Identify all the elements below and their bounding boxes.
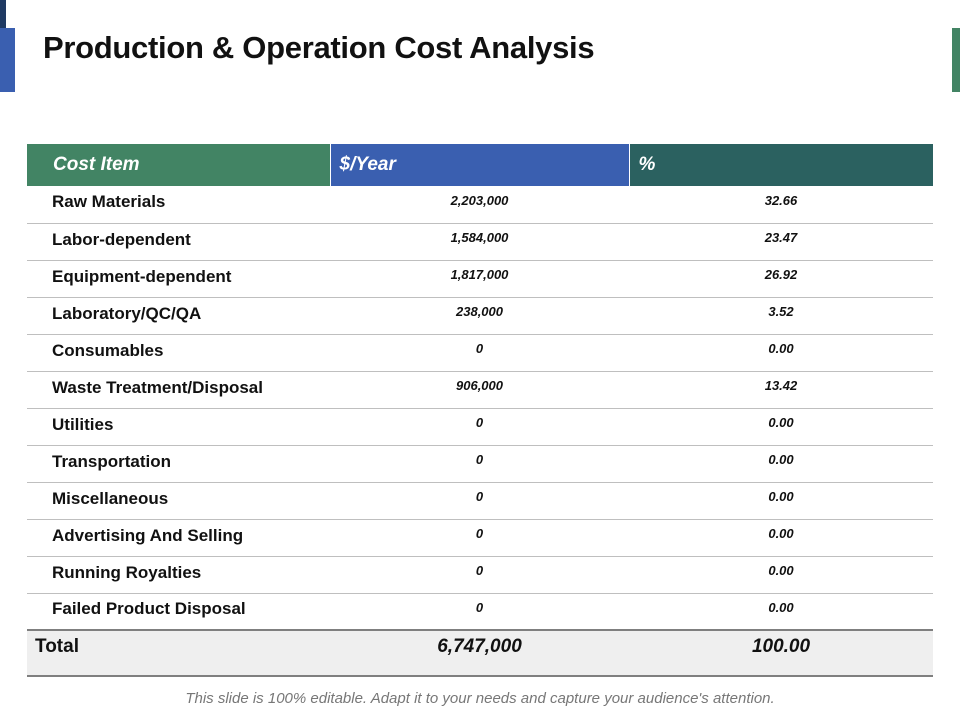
table-row: Utilities 0 0.00 bbox=[27, 408, 933, 446]
cost-item: Waste Treatment/Disposal bbox=[27, 371, 330, 409]
footer-note: This slide is 100% editable. Adapt it to… bbox=[185, 690, 775, 707]
table-row: Consumables 0 0.00 bbox=[27, 334, 933, 372]
table-row: Running Royalties 0 0.00 bbox=[27, 556, 933, 594]
slide-title: Production & Operation Cost Analysis bbox=[43, 30, 595, 65]
cost-item: Failed Product Disposal bbox=[27, 593, 330, 631]
year-value: 0 bbox=[330, 519, 629, 557]
percent-value: 13.42 bbox=[629, 371, 933, 409]
year-value: 0 bbox=[330, 408, 629, 446]
accent-bar-left-top bbox=[0, 0, 6, 28]
year-value: 0 bbox=[330, 593, 629, 631]
percent-value: 3.52 bbox=[629, 297, 933, 335]
cost-item: Miscellaneous bbox=[27, 482, 330, 520]
percent-value: 32.66 bbox=[629, 186, 933, 224]
cost-table: Cost Item $/Year % Raw Materials 2,203,00… bbox=[27, 144, 933, 677]
cost-item: Consumables bbox=[27, 334, 330, 372]
year-value: 238,000 bbox=[330, 297, 629, 335]
cost-item: Running Royalties bbox=[27, 556, 330, 594]
year-value: 0 bbox=[330, 334, 629, 372]
header-cost-item: Cost Item bbox=[27, 144, 331, 186]
table-row: Laboratory/QC/QA 238,000 3.52 bbox=[27, 297, 933, 335]
year-value: 0 bbox=[330, 482, 629, 520]
table-row: Equipment-dependent 1,817,000 26.92 bbox=[27, 260, 933, 298]
percent-value: 0.00 bbox=[629, 556, 933, 594]
total-year: 6,747,000 bbox=[330, 629, 629, 677]
year-value: 1,817,000 bbox=[330, 260, 629, 298]
percent-value: 0.00 bbox=[629, 334, 933, 372]
total-percent: 100.00 bbox=[629, 629, 933, 677]
accent-bar-right bbox=[952, 28, 960, 92]
table-row: Miscellaneous 0 0.00 bbox=[27, 482, 933, 520]
total-row: Total 6,747,000 100.00 bbox=[27, 629, 933, 677]
year-value: 906,000 bbox=[330, 371, 629, 409]
percent-value: 0.00 bbox=[629, 519, 933, 557]
percent-value: 26.92 bbox=[629, 260, 933, 298]
total-label: Total bbox=[27, 629, 330, 677]
table-row: Advertising And Selling 0 0.00 bbox=[27, 519, 933, 557]
year-value: 0 bbox=[330, 556, 629, 594]
cost-item: Utilities bbox=[27, 408, 330, 446]
table-row: Transportation 0 0.00 bbox=[27, 445, 933, 483]
cost-item: Laboratory/QC/QA bbox=[27, 297, 330, 335]
year-value: 2,203,000 bbox=[330, 186, 629, 224]
percent-value: 0.00 bbox=[629, 482, 933, 520]
cost-item: Equipment-dependent bbox=[27, 260, 330, 298]
table-row: Waste Treatment/Disposal 906,000 13.42 bbox=[27, 371, 933, 409]
accent-bar-left bbox=[0, 28, 15, 92]
header-percent: % bbox=[629, 144, 933, 186]
year-value: 0 bbox=[330, 445, 629, 483]
table-row: Raw Materials 2,203,000 32.66 bbox=[27, 186, 933, 224]
cost-item: Labor-dependent bbox=[27, 223, 330, 261]
cost-item: Advertising And Selling bbox=[27, 519, 330, 557]
percent-value: 0.00 bbox=[629, 408, 933, 446]
table-row: Labor-dependent 1,584,000 23.47 bbox=[27, 223, 933, 261]
cost-item: Transportation bbox=[27, 445, 330, 483]
percent-value: 0.00 bbox=[629, 445, 933, 483]
header-year: $/Year bbox=[330, 144, 630, 186]
percent-value: 0.00 bbox=[629, 593, 933, 631]
year-value: 1,584,000 bbox=[330, 223, 629, 261]
table-header-row: Cost Item $/Year % bbox=[27, 144, 933, 186]
table-row: Failed Product Disposal 0 0.00 bbox=[27, 593, 933, 631]
cost-item: Raw Materials bbox=[27, 186, 330, 224]
percent-value: 23.47 bbox=[629, 223, 933, 261]
